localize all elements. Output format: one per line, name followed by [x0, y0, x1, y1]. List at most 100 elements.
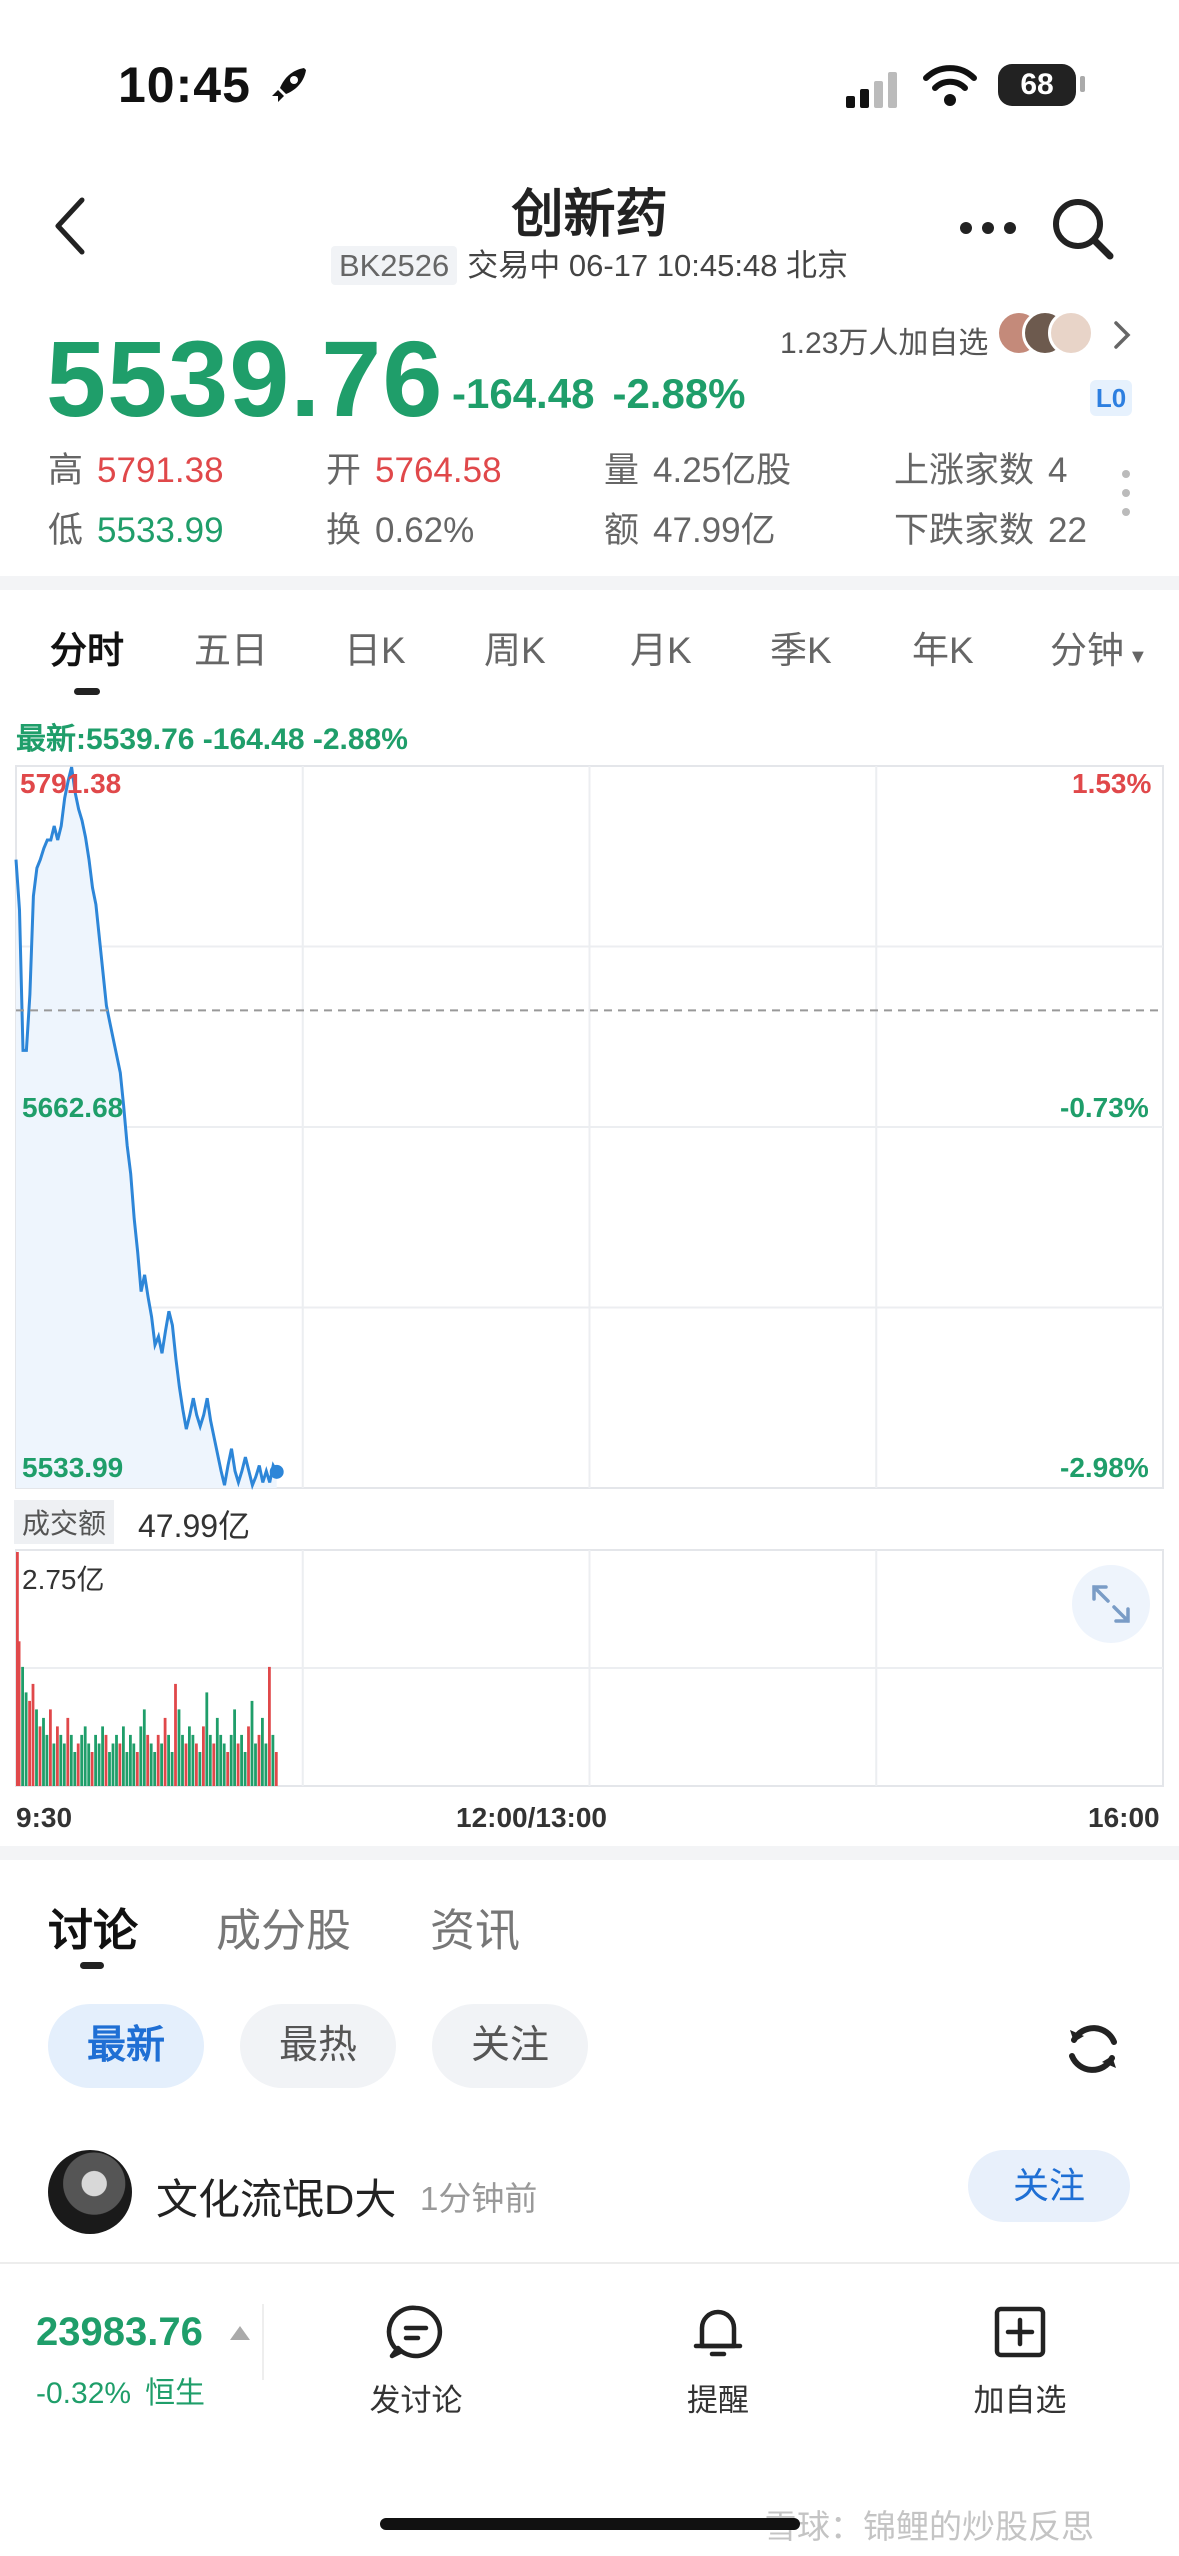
volume-bar	[195, 1743, 198, 1786]
volume-bar	[38, 1726, 42, 1786]
tab-weekly-k[interactable]: 周K	[484, 630, 546, 671]
volume-bar	[202, 1726, 205, 1786]
volume-bar	[156, 1734, 160, 1786]
intraday-chart[interactable]	[0, 760, 1179, 1490]
y-label-right-low: -2.98%	[1060, 1452, 1149, 1483]
price-area	[16, 767, 277, 1488]
expand-chart-button[interactable]	[1072, 1565, 1150, 1643]
volume-bar	[59, 1734, 63, 1786]
index-value[interactable]: 23983.76	[36, 2310, 203, 2354]
tab-discussion[interactable]: 讨论	[48, 1905, 139, 1956]
volume-bars	[16, 1552, 278, 1786]
volume-bar	[167, 1734, 170, 1786]
volume-bar	[101, 1726, 104, 1786]
volume-bar	[240, 1734, 243, 1786]
avatar[interactable]	[48, 2150, 132, 2234]
volume-bar	[198, 1752, 202, 1786]
volume-bar	[76, 1743, 80, 1786]
tab-underline	[74, 688, 100, 695]
volume-bar	[62, 1743, 66, 1786]
add-watchlist-button[interactable]: 加自选	[920, 2302, 1120, 2420]
code-badge: BK2526	[330, 246, 458, 285]
price-change: -164.48 -2.88%	[452, 370, 764, 418]
search-icon[interactable]	[1050, 196, 1116, 267]
volume-bar	[83, 1726, 87, 1786]
add-square-icon	[994, 2306, 1046, 2358]
filter-hot[interactable]: 最热	[240, 2004, 396, 2088]
chart-grid	[15, 765, 1164, 1489]
volume-bar	[208, 1734, 212, 1786]
stat-down-count: 下跌家数 22	[894, 511, 1087, 550]
volume-bar	[45, 1734, 49, 1786]
follow-button[interactable]: 关注	[968, 2150, 1130, 2222]
volume-bar	[184, 1743, 188, 1786]
watchers-count[interactable]: 1.23万人加自选	[780, 327, 989, 360]
bottom-bar-divider	[0, 2262, 1179, 2264]
page-title: 创新药	[511, 186, 668, 244]
tab-news[interactable]: 资讯	[430, 1905, 521, 1956]
volume-bar	[163, 1717, 167, 1786]
chevron-right-icon[interactable]	[1112, 320, 1132, 355]
volume-bar	[80, 1734, 84, 1786]
home-indicator[interactable]	[380, 2518, 800, 2530]
trade-status: 交易中 06-17 10:45:48 北京	[467, 248, 849, 283]
stat-amount: 额 47.99亿	[604, 511, 776, 550]
tab-yearly-k[interactable]: 年K	[912, 630, 974, 671]
tab-constituents[interactable]: 成分股	[216, 1905, 352, 1956]
post-discussion-button[interactable]: 发讨论	[316, 2302, 516, 2420]
status-time: 10:45	[118, 57, 251, 113]
volume-bar	[247, 1726, 250, 1786]
alert-button[interactable]: 提醒	[618, 2302, 818, 2420]
volume-bar	[226, 1752, 230, 1786]
volume-bar	[90, 1752, 94, 1786]
watcher-avatars[interactable]	[996, 310, 1096, 358]
bottom-tab-underline	[80, 1962, 104, 1969]
bar-separator	[262, 2304, 264, 2380]
filter-latest[interactable]: 最新	[48, 2004, 204, 2088]
volume-bar	[49, 1709, 52, 1786]
tab-five-day[interactable]: 五日	[194, 630, 268, 671]
volume-bar	[222, 1743, 226, 1786]
vertical-more-icon[interactable]	[1120, 468, 1132, 523]
volume-bar	[52, 1743, 56, 1786]
volume-bar	[177, 1709, 181, 1786]
stat-turnover: 换 0.62%	[326, 511, 475, 550]
volume-bar	[174, 1683, 177, 1786]
back-icon[interactable]	[50, 196, 90, 261]
filter-following[interactable]: 关注	[432, 2004, 588, 2088]
volume-bar	[129, 1734, 132, 1786]
index-change[interactable]: -0.32% 恒生	[36, 2377, 206, 2410]
stat-volume: 量 4.25亿股	[604, 451, 792, 490]
volume-bar	[215, 1717, 219, 1786]
volume-bar	[229, 1734, 233, 1786]
tab-daily-k[interactable]: 日K	[344, 630, 406, 671]
more-icon[interactable]	[958, 220, 1018, 241]
volume-bar	[243, 1752, 247, 1786]
volume-bar	[17, 1641, 21, 1786]
volume-bar	[21, 1666, 24, 1786]
avatar	[1048, 310, 1094, 356]
chat-icon	[386, 2305, 443, 2359]
volume-bar	[160, 1743, 163, 1786]
volume-bar	[254, 1743, 257, 1786]
level-badge[interactable]: L0	[1090, 380, 1132, 416]
post-username[interactable]: 文化流氓D大	[156, 2176, 397, 2223]
tab-minute[interactable]: 分钟 ▼	[1050, 630, 1148, 671]
volume-bar	[111, 1743, 115, 1786]
volume-bar	[94, 1734, 97, 1786]
y-label-low: 5533.99	[22, 1452, 124, 1483]
last-price-dot	[269, 1464, 284, 1479]
volume-bar	[257, 1734, 261, 1786]
refresh-icon[interactable]	[1062, 2018, 1124, 2085]
volume-max-label: 2.75亿	[22, 1564, 105, 1595]
tab-monthly-k[interactable]: 月K	[630, 630, 692, 671]
stat-open: 开 5764.58	[326, 451, 502, 490]
tab-quarterly-k[interactable]: 季K	[770, 630, 832, 671]
volume-chart	[15, 1549, 1164, 1787]
y-label-mid: 5662.68	[22, 1092, 124, 1123]
tab-intraday[interactable]: 分时	[50, 630, 124, 671]
volume-bar	[250, 1700, 254, 1786]
volume-bar	[139, 1726, 143, 1786]
volume-bar	[135, 1752, 139, 1786]
volume-bar	[66, 1717, 70, 1786]
